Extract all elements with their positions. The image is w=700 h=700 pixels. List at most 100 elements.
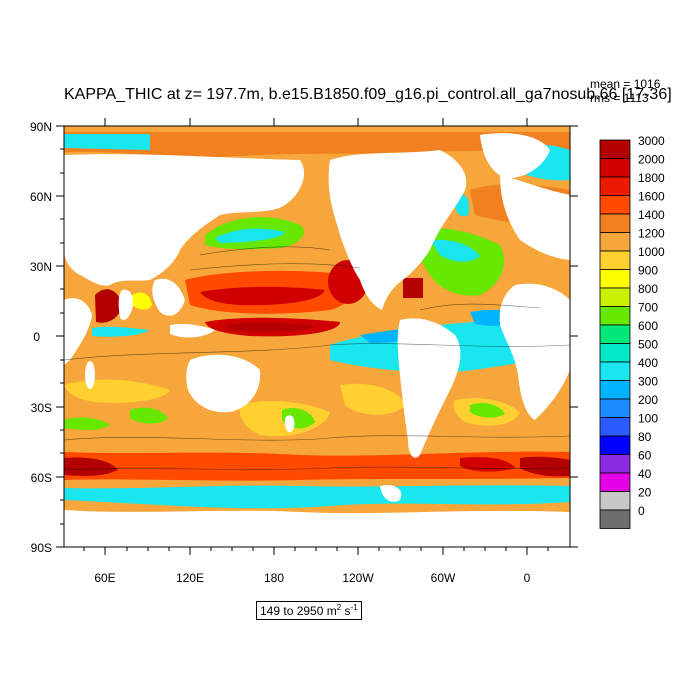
colorbar-swatch [599,139,631,159]
eurasia-land [64,154,305,286]
colorbar-swatch [599,287,631,307]
colorbar-label: 700 [638,301,658,315]
lat-label-30s: 30S [31,401,52,415]
colorbar-swatch [599,269,631,289]
pacific-hot-band [200,286,325,306]
colorbar-swatch [599,195,631,215]
colorbar-label: 400 [638,356,658,370]
colorbar-label: 100 [638,412,658,426]
arctic-cyan [64,134,150,150]
colorbar-swatch [599,324,631,344]
colorbar: 3000200018001600140012001000900800700600… [599,134,665,529]
new-zealand-land [284,415,295,433]
colorbar-label: 1800 [638,171,665,185]
colorbar-label: 1200 [638,227,665,241]
data-range-box: 149 to 2950 m2 s-1 [256,601,362,620]
colorbar-label: 300 [638,375,658,389]
lon-label-60e: 60E [94,571,115,585]
colorbar-label: 0 [638,504,645,518]
lon-label-180: 180 [264,571,284,585]
colorbar-swatch [599,343,631,363]
south-indian-green [130,407,168,424]
colorbar-label: 800 [638,282,658,296]
south-america-land [397,318,461,458]
colorbar-swatch [599,158,631,178]
colorbar-swatch [599,361,631,381]
gulf-hot [403,278,423,298]
arabian-sea-extreme [95,289,122,323]
indonesia-land [170,323,215,338]
range-unit-sup2: -1 [350,603,358,612]
plot-title: KAPPA_THIC at z= 197.7m, b.e15.B1850.f09… [64,86,672,103]
colorbar-label: 200 [638,393,658,407]
colorbar-label: 1400 [638,208,665,222]
contour-lines [64,246,570,471]
mean-stat: mean = 1016 [590,77,661,91]
lon-label-60w: 60W [431,571,456,585]
antarctic-peninsula-land [380,484,402,502]
colorbar-label: 600 [638,319,658,333]
range-unit-sup1: 2 [336,603,342,612]
colorbar-swatch [599,306,631,326]
range-text: 149 to 2950 m [260,604,337,618]
colorbar-label: 900 [638,264,658,278]
north-pacific-cyan [215,228,285,243]
colorbar-swatch [599,250,631,270]
south-atlantic-green [470,403,505,418]
colorbar-label: 20 [638,486,652,500]
southern-ocean-warm [64,451,570,481]
colorbar-label: 80 [638,430,652,444]
antarctica-land [64,510,570,547]
lon-ticks [83,118,549,555]
north-america-land [328,150,467,310]
lat-label-0: 0 [33,330,40,344]
europe-land [500,175,570,260]
colorbar-swatch [599,380,631,400]
colorbar-swatch [599,509,631,529]
madagascar-land [85,361,95,389]
colorbar-label: 2000 [638,153,665,167]
india-land [118,289,133,320]
lat-label-90s: 90S [31,541,52,555]
colorbar-swatch [599,417,631,437]
australia-land [186,354,261,413]
range-unit-mid: s [341,604,351,618]
lat-label-90n: 90N [30,120,52,134]
southeast-asia-land [152,278,185,316]
lat-label-60s: 60S [31,471,52,485]
colorbar-swatch [599,398,631,418]
lon-label-0: 0 [524,571,531,585]
north-atlantic-cyan [430,239,480,262]
colorbar-label: 1000 [638,245,665,259]
southern-ocean-extreme-east [520,456,570,477]
colorbar-label: 3000 [638,134,665,148]
southeast-pacific-yellow [340,383,405,415]
lon-label-120e: 120E [176,571,204,585]
lon-label-120w: 120W [342,571,374,585]
greenland-land [480,133,550,179]
map-field [64,126,570,547]
east-africa-land [64,298,92,365]
southern-ocean-extreme-west [64,457,118,476]
antarctic-cyan [64,485,570,509]
pacific-equatorial-extreme [225,322,315,332]
colorbar-label: 60 [638,449,652,463]
colorbar-swatch [599,213,631,233]
africa-land [499,283,570,420]
colorbar-label: 1600 [638,190,665,204]
colorbar-swatch [599,435,631,455]
indian-equatorial-cyan [92,326,150,337]
lat-ticks [56,125,578,548]
lat-label-30n: 30N [30,260,52,274]
colorbar-label: 40 [638,467,652,481]
rms-stat: rms = 1113 [590,91,649,105]
colorbar-swatch [599,176,631,196]
colorbar-swatch [599,472,631,492]
agulhas-green [64,417,110,430]
colorbar-label: 500 [638,338,658,352]
arctic-band [64,132,570,157]
colorbar-swatch [599,491,631,511]
land-masses [64,133,570,547]
colorbar-swatch [599,454,631,474]
